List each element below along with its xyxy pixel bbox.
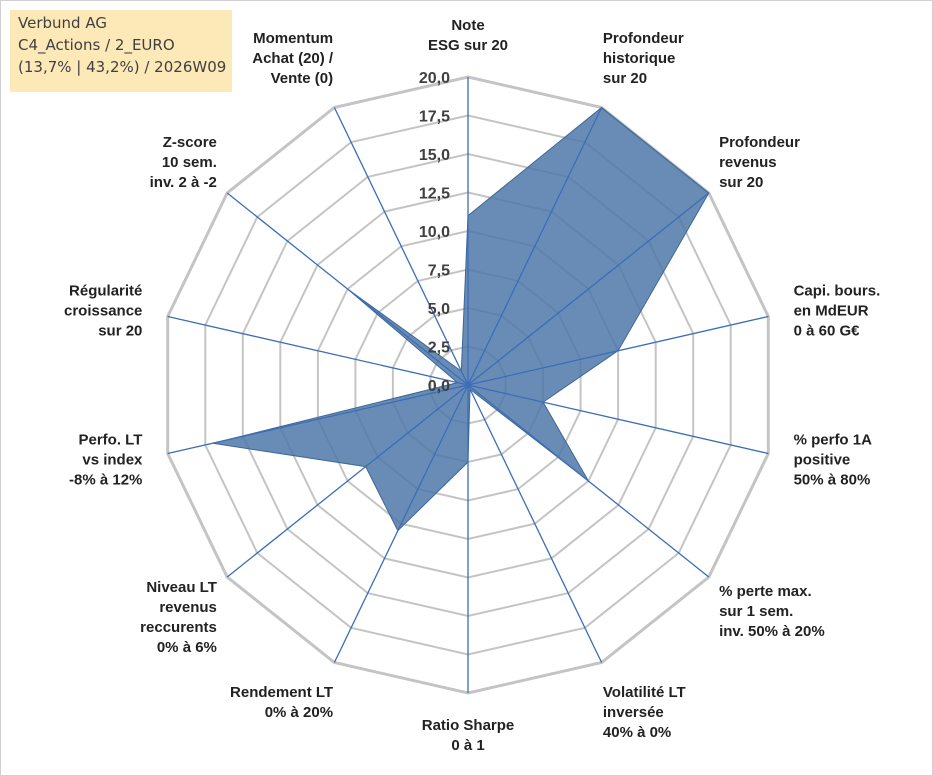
axis-label-line: sur 1 sem. — [719, 603, 793, 620]
axis-label-line: croissance — [64, 303, 142, 320]
tick-label: 12,5 — [419, 186, 450, 203]
axis-label-line: reccurents — [140, 619, 217, 636]
axis-label-line: Ratio Sharpe — [422, 717, 515, 734]
tick-label: 7,5 — [428, 263, 450, 280]
axis-label-line: positive — [794, 451, 851, 468]
axis-label-line: Z-score — [163, 134, 217, 151]
axis-label-line: Vente (0) — [271, 70, 334, 87]
axis-label-line: 50% à 80% — [794, 471, 871, 488]
axis-spoke — [467, 192, 710, 386]
axis-label: Note ESG sur 20 — [428, 17, 508, 54]
axis-spoke — [467, 384, 603, 663]
axis-label: Momentum Achat (20) / Vente (0) — [252, 30, 334, 87]
axis-label: Z-score 10 sem. inv. 2 à -2 — [150, 134, 217, 191]
axis-label-line: revenus — [159, 599, 217, 616]
axis-label-line: 0% à 20% — [265, 704, 333, 721]
axis-label: Ratio Sharpe 0 à 1 — [422, 717, 515, 754]
stats-week-line: (13,7% | 43,2%) / 2026W09 — [18, 58, 227, 76]
header-box: Verbund AG C4_Actions / 2_EURO (13,7% | … — [10, 10, 232, 92]
axis-label-line: inv. 2 à -2 — [150, 174, 217, 191]
radar-series-area — [212, 106, 710, 532]
tick-label: 2,5 — [428, 340, 450, 357]
axis-label: Profondeur revenus sur 20 — [719, 134, 800, 191]
axis-label-line: 0 à 60 G€ — [794, 323, 861, 340]
axis-label-line: Profondeur — [603, 30, 684, 47]
axis-label: Régularité croissance sur 20 — [64, 283, 142, 340]
axis-label-line: Régularité — [69, 283, 142, 300]
axis-label-line: Capi. bours. — [794, 283, 881, 300]
axis-spoke — [467, 384, 769, 455]
radar-axes — [167, 77, 769, 693]
company-name: Verbund AG — [18, 14, 107, 32]
axis-label-line: Achat (20) / — [252, 50, 334, 67]
axis-label-line: Profondeur — [719, 134, 800, 151]
axis-label: Volatilité LT inversée 40% à 0% — [603, 684, 686, 741]
axis-label: Rendement LT 0% à 20% — [230, 684, 333, 721]
axis-label-line: en MdEUR — [794, 303, 869, 320]
tick-label: 0,0 — [428, 378, 450, 395]
axis-label-line: Momentum — [253, 30, 333, 47]
axis-label: Capi. bours. en MdEUR 0 à 60 G€ — [794, 283, 881, 340]
tick-label: 10,0 — [419, 224, 450, 241]
axis-spoke — [467, 315, 769, 386]
axis-label-line: 0 à 1 — [451, 737, 484, 754]
axis-label-line: % perte max. — [719, 583, 812, 600]
axis-label-line: Note — [451, 17, 484, 34]
category-line: C4_Actions / 2_EURO — [18, 36, 175, 54]
axis-label-line: historique — [603, 50, 676, 67]
axis-label-line: sur 20 — [719, 174, 763, 191]
axis-label-line: 0% à 6% — [157, 639, 217, 656]
axis-label-line: Perfo. LT — [79, 431, 143, 448]
axis-label: Profondeur historique sur 20 — [603, 30, 684, 87]
axis-label-line: Rendement LT — [230, 684, 333, 701]
axis-spoke — [333, 384, 469, 663]
axis-spoke — [333, 107, 469, 386]
axis-label-line: revenus — [719, 154, 777, 171]
axis-label-line: inv. 50% à 20% — [719, 623, 825, 640]
axis-label-line: Niveau LT — [146, 579, 217, 596]
axis-spoke — [167, 315, 469, 386]
radar-axis-labels: Note ESG sur 20 Profondeur historique sur 20… — [64, 17, 880, 754]
axis-label-line: 40% à 0% — [603, 724, 671, 741]
axis-label-line: sur 20 — [603, 70, 647, 87]
axis-label-line: sur 20 — [98, 323, 142, 340]
axis-label-line: % perfo 1A — [794, 431, 873, 448]
axis-label: % perte max. sur 1 sem. inv. 50% à 20% — [719, 583, 825, 640]
axis-label-line: inversée — [603, 704, 664, 721]
tick-label: 17,5 — [419, 109, 450, 126]
axis-label-line: 10 sem. — [162, 154, 217, 171]
tick-label: 20,0 — [419, 70, 450, 87]
axis-label: Niveau LT revenus reccurents 0% à 6% — [140, 579, 217, 656]
radar-tick-labels: 0,0 2,5 5,0 7,5 10,0 12,5 15,0 17,5 20,0 — [419, 70, 450, 395]
tick-label: 15,0 — [419, 147, 450, 164]
axis-spoke — [467, 107, 603, 386]
axis-spoke — [467, 384, 710, 578]
axis-label-line: -8% à 12% — [69, 471, 142, 488]
axis-label-line: ESG sur 20 — [428, 37, 508, 54]
axis-label: % perfo 1A positive 50% à 80% — [794, 431, 873, 488]
axis-label-line: Volatilité LT — [603, 684, 686, 701]
axis-spoke — [226, 192, 469, 386]
axis-label: Perfo. LT vs index -8% à 12% — [69, 431, 143, 488]
series-area — [212, 106, 710, 532]
tick-label: 5,0 — [428, 301, 450, 318]
axis-label-line: vs index — [82, 451, 143, 468]
axis-spoke — [226, 384, 469, 578]
axis-spoke — [167, 384, 469, 455]
